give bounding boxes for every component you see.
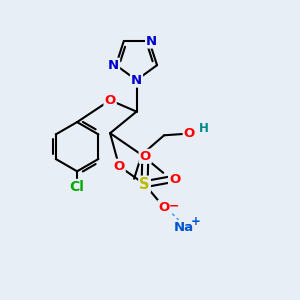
- Text: O: O: [104, 94, 116, 107]
- Text: S: S: [139, 177, 150, 192]
- Text: O: O: [169, 173, 180, 186]
- Text: Na: Na: [174, 221, 194, 234]
- Text: N: N: [146, 34, 157, 47]
- Text: N: N: [108, 59, 119, 72]
- Text: O: O: [184, 127, 195, 140]
- Text: H: H: [199, 122, 208, 135]
- Text: −: −: [169, 199, 179, 212]
- Text: O: O: [140, 150, 151, 163]
- Text: N: N: [131, 74, 142, 87]
- Text: Cl: Cl: [70, 180, 85, 194]
- Text: +: +: [191, 215, 200, 229]
- Text: O: O: [113, 160, 125, 173]
- Text: O: O: [158, 201, 170, 214]
